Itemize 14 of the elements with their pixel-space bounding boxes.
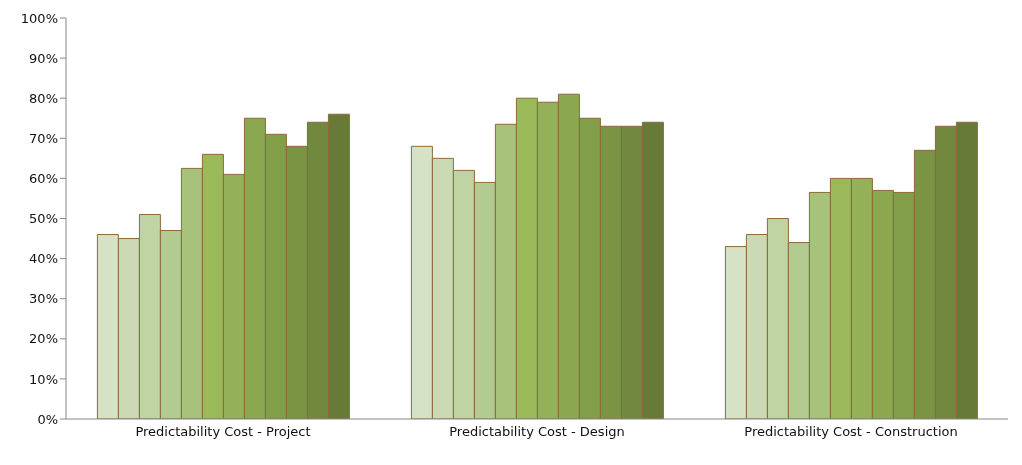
- y-tick-label: 90%: [29, 50, 58, 66]
- x-tick-label: Predictability Cost - Design: [449, 424, 625, 440]
- x-tick-label: Predictability Cost - Project: [135, 424, 311, 440]
- y-tick-label: 70%: [29, 130, 58, 146]
- y-tick-label: 80%: [29, 90, 58, 106]
- y-tick-label: 0%: [37, 411, 58, 427]
- y-tick-label: 50%: [29, 211, 58, 227]
- y-tick-label: 30%: [29, 291, 58, 307]
- y-tick-label: 20%: [29, 331, 58, 347]
- y-tick-label: 40%: [29, 251, 58, 267]
- y-tick-label: 100%: [20, 10, 58, 26]
- y-tick-label: 10%: [29, 371, 58, 387]
- x-tick-label: Predictability Cost - Construction: [744, 424, 958, 440]
- y-tick-label: 60%: [29, 171, 58, 187]
